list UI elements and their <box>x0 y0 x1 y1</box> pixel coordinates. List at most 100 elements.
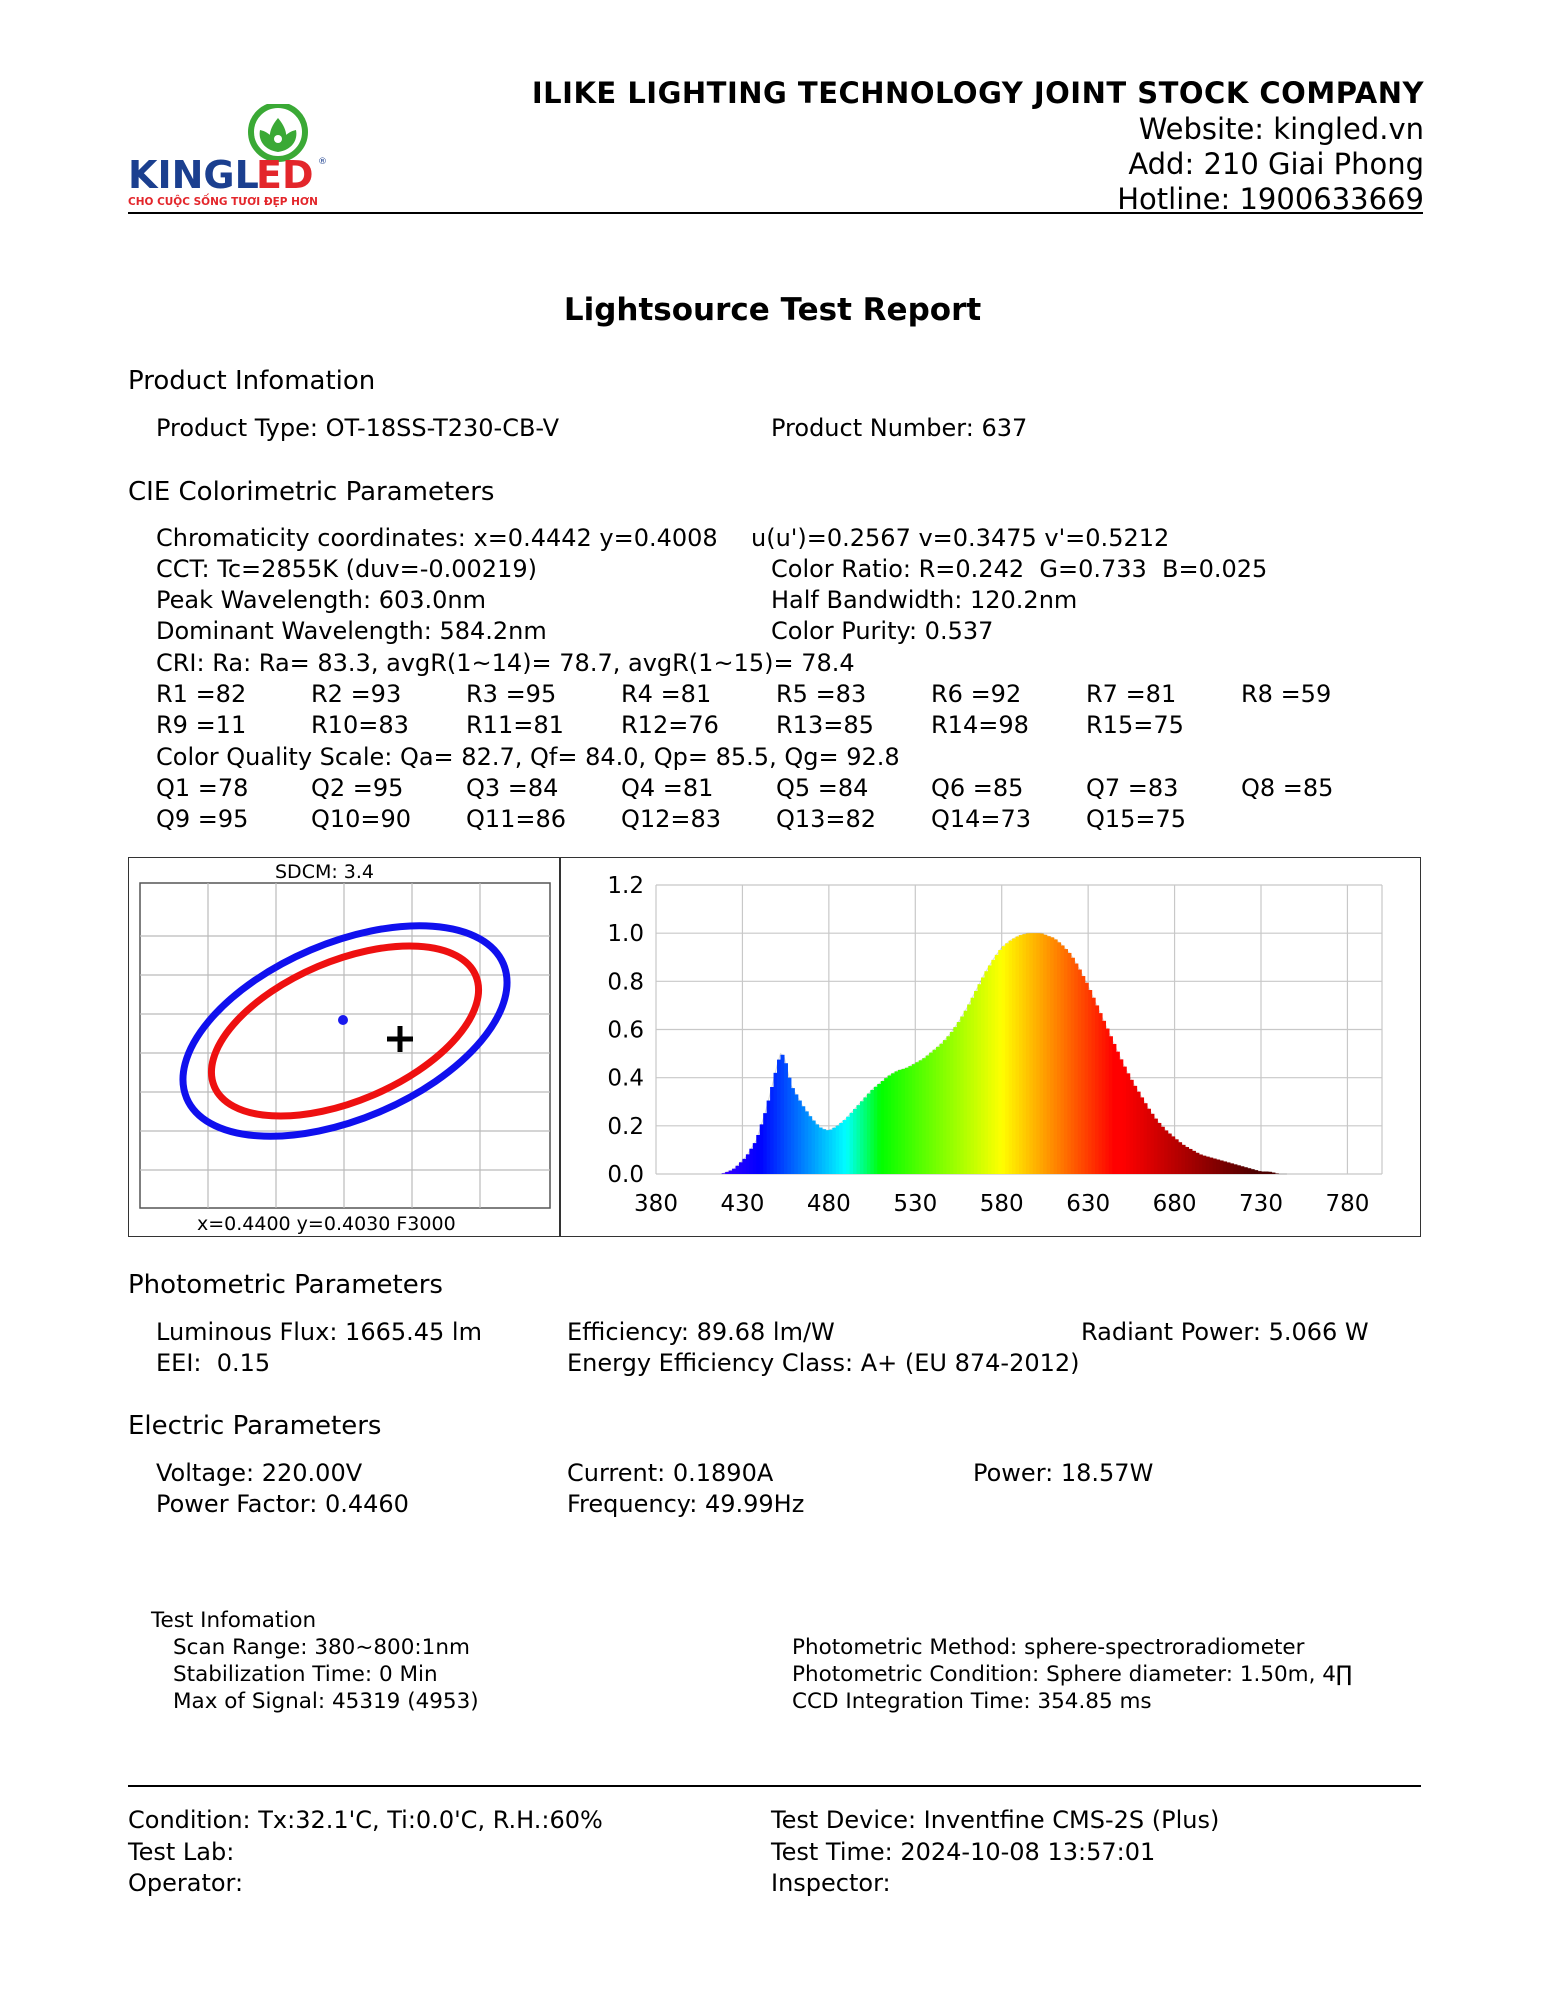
spectrum-bar <box>797 1100 802 1174</box>
spectrum-bar <box>1067 952 1072 1174</box>
spectrum-bar <box>1053 939 1058 1174</box>
spectrum-bar <box>849 1112 854 1174</box>
spectrum-bar <box>898 1069 903 1174</box>
spectrum-bar <box>915 1062 920 1174</box>
spectrum-bar <box>752 1143 757 1174</box>
spectrum-bar <box>1008 940 1013 1174</box>
spectrum-bar <box>1001 946 1006 1174</box>
chromaticity-coordinates: Chromaticity coordinates: x=0.4442 y=0.4… <box>156 524 718 552</box>
spectrum-bar <box>1240 1166 1245 1174</box>
spectrum-bar <box>1081 976 1086 1174</box>
y-tick-label: 1.0 <box>607 921 644 947</box>
company-hotline: Hotline: 1900633669 <box>1117 182 1424 216</box>
spectrum-bar <box>1150 1113 1155 1174</box>
spectrum-bar <box>1157 1122 1162 1174</box>
cqs-q8: Q8 =85 <box>1241 774 1334 802</box>
test-lab: Test Lab: <box>128 1838 235 1866</box>
spectrum-bar <box>980 977 986 1174</box>
cri-r9: R9 =11 <box>156 711 247 739</box>
spectrum-bar <box>1091 997 1096 1174</box>
dominant-wavelength: Dominant Wavelength: 584.2nm <box>156 617 547 645</box>
spectrum-bar <box>828 1129 833 1174</box>
y-tick-label: 0.0 <box>607 1162 644 1188</box>
spectrum-bar <box>953 1027 958 1174</box>
spectrum-bar <box>942 1040 947 1174</box>
spectrum-bar <box>994 954 999 1174</box>
cie-heading: CIE Colorimetric Parameters <box>128 477 495 507</box>
spectrum-chart: 0.0 0.2 0.4 0.6 0.8 1.0 1.2 380 430 480 530 580 630… <box>607 873 1383 1217</box>
spectrum-bar <box>1126 1073 1131 1174</box>
spectrum-bar <box>984 971 989 1174</box>
spectrum-bar <box>749 1148 754 1174</box>
company-name: ILIKE LIGHTING TECHNOLOGY JOINT STOCK CO… <box>531 76 1424 110</box>
spectrum-bar <box>1226 1162 1231 1174</box>
test-device: Test Device: Inventfine CMS-2S (Plus) <box>771 1806 1220 1834</box>
x-tick-label: 780 <box>1325 1191 1369 1217</box>
spectrum-bar <box>1250 1169 1255 1174</box>
peak-wavelength: Peak Wavelength: 603.0nm <box>156 586 486 614</box>
spectrum-bar <box>846 1116 851 1174</box>
spectrum-bar <box>1005 943 1010 1174</box>
spectrum-bar <box>1129 1079 1134 1174</box>
spectrum-bar <box>1267 1171 1272 1174</box>
cqs-q10: Q10=90 <box>311 805 412 833</box>
spectrum-bar <box>1025 933 1030 1174</box>
spectrum-bar <box>1084 982 1089 1174</box>
spectrum-bar <box>763 1113 768 1174</box>
spectrum-bar <box>977 984 982 1174</box>
spectrum-bar <box>960 1016 965 1174</box>
company-website: Website: kingled.vn <box>1138 112 1424 146</box>
spectrum-bar <box>1198 1154 1203 1174</box>
cri-r13: R13=85 <box>776 711 874 739</box>
spectrum-bar <box>1098 1013 1103 1174</box>
spectrum-bar <box>870 1089 875 1174</box>
company-address: Add: 210 Giai Phong <box>1128 147 1424 181</box>
spectrum-bar <box>1236 1165 1241 1174</box>
spectrum-bar <box>1115 1051 1120 1174</box>
spectrum-bar <box>1146 1108 1151 1174</box>
spectrum-bar <box>1202 1155 1207 1174</box>
spectrum-bar <box>1088 990 1093 1174</box>
spectrum-bar <box>987 965 992 1174</box>
svg-text:ED: ED <box>256 153 314 197</box>
luminous-flux: Luminous Flux: 1665.45 lm <box>156 1318 482 1346</box>
cqs-q14: Q14=73 <box>931 805 1032 833</box>
spectrum-bar <box>1140 1097 1145 1174</box>
cri-summary: CRI: Ra: Ra= 83.3, avgR(1~14)= 78.7, avg… <box>156 649 855 677</box>
spectrum-bar <box>835 1125 840 1174</box>
cri-r11: R11=81 <box>466 711 564 739</box>
spectrum-bar <box>1191 1150 1196 1174</box>
spectrum-bar <box>790 1088 795 1174</box>
voltage: Voltage: 220.00V <box>156 1459 363 1487</box>
spectrum-bar <box>1195 1152 1200 1174</box>
spectrum-bar <box>825 1130 830 1174</box>
spectrum-bar <box>783 1063 788 1174</box>
spectrum-bar <box>1108 1036 1113 1174</box>
spectrum-bar <box>918 1060 923 1174</box>
spectrum-bar <box>842 1120 847 1174</box>
spectrum-bar <box>859 1101 865 1174</box>
cqs-summary: Color Quality Scale: Qa= 82.7, Qf= 84.0,… <box>156 743 900 771</box>
spectrum-bar <box>801 1106 806 1174</box>
spectrum-bar <box>1181 1144 1186 1174</box>
spectrum-bar <box>901 1068 906 1174</box>
spectrum-bar <box>911 1064 916 1174</box>
kingled-logo: KINGL ED ® CHO CUỘC SỐNG TƯƠI ĐẸP HƠN <box>128 104 327 208</box>
spectrum-bar <box>1119 1059 1124 1174</box>
spectrum-bar <box>887 1075 892 1174</box>
power: Power: 18.57W <box>973 1459 1154 1487</box>
x-tick-label: 380 <box>634 1191 678 1217</box>
test-condition: Condition: Tx:32.1'C, Ti:0.0'C, R.H.:60% <box>128 1806 603 1834</box>
scan-range: Scan Range: 380~800:1nm <box>173 1635 470 1660</box>
spectrum-bar <box>1233 1164 1238 1174</box>
spectrum-bar <box>904 1067 909 1174</box>
spectrum-bar <box>787 1077 792 1174</box>
spectrum-bar <box>949 1031 954 1174</box>
spectrum-bar <box>894 1071 899 1174</box>
cqs-q4: Q4 =81 <box>621 774 714 802</box>
stabilization-time: Stabilization Time: 0 Min <box>173 1662 438 1687</box>
spectrum-bar <box>1136 1091 1141 1174</box>
cri-r15: R15=75 <box>1086 711 1184 739</box>
chart-panel <box>128 857 1421 1237</box>
logo-slogan: CHO CUỘC SỐNG TƯƠI ĐẸP HƠN <box>128 193 318 208</box>
